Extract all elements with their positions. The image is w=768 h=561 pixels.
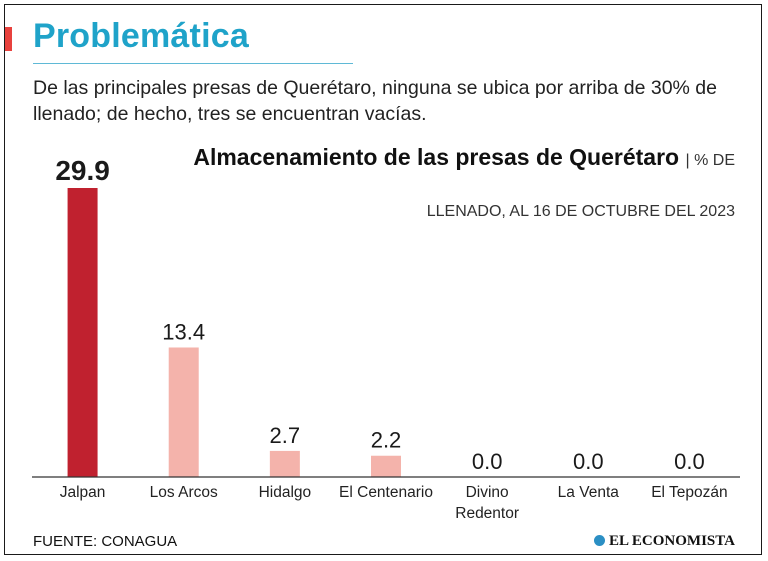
value-label-3: 2.2 — [371, 428, 402, 453]
value-label-1: 13.4 — [162, 319, 205, 344]
infographic-frame: Problemática De las principales presas d… — [4, 4, 762, 555]
source-label: FUENTE: CONAGUA — [33, 533, 178, 550]
category-label-3: El Centenario — [339, 484, 433, 501]
page-subtitle: De las principales presas de Querétaro, … — [33, 77, 717, 125]
category-label-2: Hidalgo — [259, 484, 312, 501]
value-label-0: 29.9 — [55, 155, 110, 186]
value-label-5: 0.0 — [573, 449, 604, 474]
chart-unit-label: | % DE — [685, 152, 736, 169]
bar-0 — [67, 188, 98, 477]
category-label-4-0: Divino — [466, 484, 509, 501]
bar-2 — [269, 450, 300, 477]
category-label-1: Los Arcos — [150, 484, 218, 501]
value-label-2: 2.7 — [270, 423, 301, 448]
value-label-6: 0.0 — [674, 449, 705, 474]
value-label-4: 0.0 — [472, 449, 503, 474]
title-accent-bar — [5, 27, 12, 51]
chart-title: Almacenamiento de las presas de Querétar… — [193, 144, 680, 170]
category-label-5: La Venta — [558, 484, 620, 501]
category-label-0: Jalpan — [60, 484, 106, 501]
el-economista-logo-icon — [594, 535, 605, 546]
chart-title-block: Almacenamiento de las presas de Querétar… — [193, 143, 735, 175]
page-title: Problemática — [33, 17, 249, 55]
brand-name: EL ECONOMISTA — [609, 533, 735, 549]
bar-3 — [371, 455, 401, 477]
bar-1 — [168, 347, 199, 477]
bar-chart: 29.9 Jalpan 13.4 Los Arcos 2.7 Hidalgo 2.2 El C… — [32, 155, 740, 522]
category-label-4-1: Redentor — [455, 505, 519, 522]
chart-date-label: LLENADO, AL 16 DE OCTUBRE DEL 2023 — [426, 203, 735, 220]
title-underline — [33, 63, 353, 64]
brand-logo: EL ECONOMISTA — [594, 533, 735, 550]
category-label-6: El Tepozán — [651, 484, 727, 501]
